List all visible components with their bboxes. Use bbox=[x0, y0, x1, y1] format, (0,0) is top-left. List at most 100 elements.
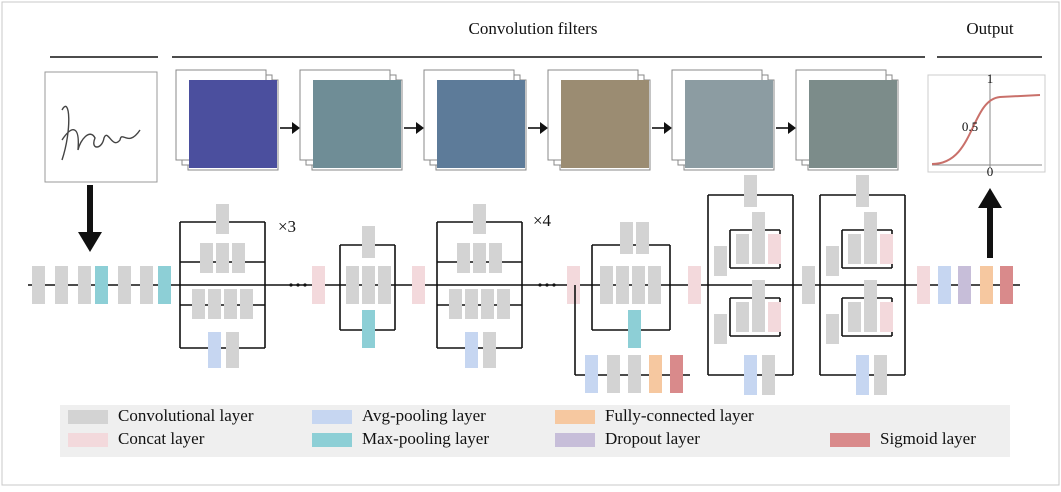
legend-swatch bbox=[555, 410, 595, 424]
legend-label: Concat layer bbox=[118, 429, 205, 448]
layer bbox=[481, 289, 494, 319]
layer bbox=[483, 332, 496, 368]
legend-label: Sigmoid layer bbox=[880, 429, 976, 448]
layer bbox=[744, 175, 757, 207]
layer bbox=[208, 289, 221, 319]
layer bbox=[1000, 266, 1013, 304]
filter-map bbox=[437, 80, 525, 168]
layer bbox=[938, 266, 951, 304]
legend-swatch bbox=[312, 433, 352, 447]
layer bbox=[226, 332, 239, 368]
layer bbox=[489, 243, 502, 273]
layer bbox=[752, 302, 765, 332]
layer bbox=[880, 302, 893, 332]
legend-swatch bbox=[68, 410, 108, 424]
layer bbox=[362, 226, 375, 258]
legend-label: Convolutional layer bbox=[118, 406, 254, 425]
layer bbox=[980, 266, 993, 304]
legend-label: Max-pooling layer bbox=[362, 429, 489, 448]
layer bbox=[224, 289, 237, 319]
layer bbox=[648, 266, 661, 304]
layer bbox=[158, 266, 171, 304]
figure: Convolution filters Output 1 0.5 0 ×3 ×4… bbox=[0, 0, 1061, 487]
section-title: Convolution filters bbox=[469, 19, 598, 38]
layer bbox=[636, 222, 649, 254]
layer bbox=[346, 266, 359, 304]
layer bbox=[826, 246, 839, 276]
output-plot bbox=[928, 75, 1045, 172]
layer bbox=[208, 332, 221, 368]
layer bbox=[620, 222, 633, 254]
layer bbox=[856, 175, 869, 207]
layer bbox=[628, 310, 641, 348]
layer bbox=[232, 243, 245, 273]
plot-label: 0 bbox=[987, 164, 994, 179]
layer bbox=[768, 234, 781, 264]
layer bbox=[55, 266, 68, 304]
legend-swatch bbox=[312, 410, 352, 424]
layer bbox=[412, 266, 425, 304]
ellipsis bbox=[296, 283, 299, 286]
layer bbox=[32, 266, 45, 304]
layer bbox=[632, 266, 645, 304]
layer bbox=[216, 204, 229, 234]
layer bbox=[192, 289, 205, 319]
legend-swatch bbox=[68, 433, 108, 447]
layer bbox=[714, 246, 727, 276]
layer bbox=[78, 266, 91, 304]
layer bbox=[826, 314, 839, 344]
ellipsis bbox=[552, 283, 555, 286]
layer bbox=[600, 266, 613, 304]
layer bbox=[607, 355, 620, 393]
filter-map bbox=[313, 80, 401, 168]
layer bbox=[880, 234, 893, 264]
layer bbox=[465, 289, 478, 319]
layer bbox=[864, 234, 877, 264]
layer bbox=[752, 234, 765, 264]
layer bbox=[95, 266, 108, 304]
plot-label: 1 bbox=[987, 71, 994, 86]
layer bbox=[670, 355, 683, 393]
filter-map bbox=[685, 80, 773, 168]
layer bbox=[864, 302, 877, 332]
ellipsis bbox=[545, 283, 548, 286]
layer bbox=[585, 355, 598, 393]
layer bbox=[958, 266, 971, 304]
legend-swatch bbox=[555, 433, 595, 447]
layer bbox=[768, 302, 781, 332]
layer bbox=[616, 266, 629, 304]
layer bbox=[848, 234, 861, 264]
repeat-label: ×4 bbox=[533, 211, 552, 230]
layer bbox=[762, 355, 775, 395]
legend-label: Fully-connected layer bbox=[605, 406, 754, 425]
legend-label: Avg-pooling layer bbox=[362, 406, 486, 425]
section-title: Output bbox=[966, 19, 1014, 38]
layer bbox=[628, 355, 641, 393]
input-image bbox=[45, 72, 157, 182]
legend-swatch bbox=[830, 433, 870, 447]
layer bbox=[118, 266, 131, 304]
layer bbox=[856, 355, 869, 395]
layer bbox=[465, 332, 478, 368]
layer bbox=[744, 355, 757, 395]
layer bbox=[449, 289, 462, 319]
layer bbox=[802, 266, 815, 304]
legend-label: Dropout layer bbox=[605, 429, 700, 448]
ellipsis bbox=[538, 283, 541, 286]
filter-map bbox=[561, 80, 649, 168]
layer bbox=[736, 302, 749, 332]
layer bbox=[362, 310, 375, 348]
layer bbox=[457, 243, 470, 273]
layer bbox=[497, 289, 510, 319]
layer bbox=[473, 243, 486, 273]
layer bbox=[240, 289, 253, 319]
plot-label: 0.5 bbox=[962, 119, 978, 134]
layer bbox=[874, 355, 887, 395]
layer bbox=[736, 234, 749, 264]
layer bbox=[216, 243, 229, 273]
layer bbox=[362, 266, 375, 304]
filter-map bbox=[189, 80, 277, 168]
layer bbox=[917, 266, 930, 304]
layer bbox=[649, 355, 662, 393]
layer bbox=[567, 266, 580, 304]
